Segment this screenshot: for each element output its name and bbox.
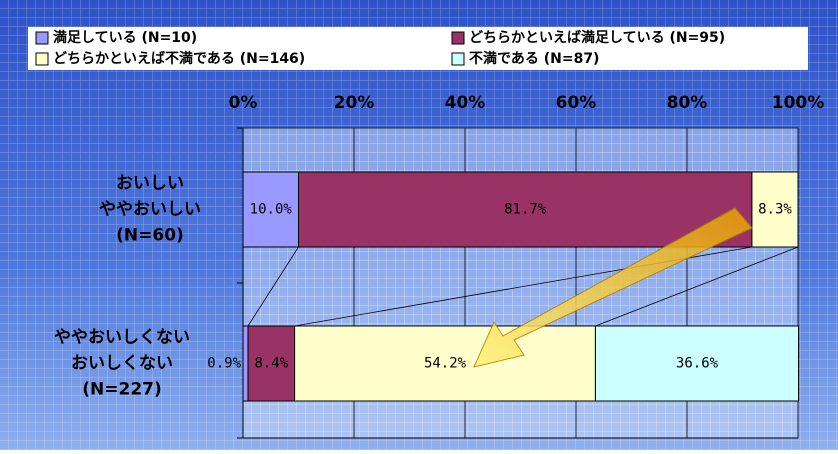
- legend-swatch: [451, 31, 465, 45]
- legend-swatch: [451, 52, 465, 66]
- series-line: [247, 246, 299, 327]
- category-label: (N=60): [116, 226, 184, 246]
- category-label: おいしい: [116, 174, 184, 194]
- x-tick-label: 60%: [556, 93, 597, 113]
- series-line: [595, 246, 799, 327]
- bar-segment: [294, 325, 596, 402]
- category-label: (N=227): [82, 380, 162, 400]
- bar-segment: [247, 325, 296, 402]
- value-label: 81.7%: [504, 202, 547, 218]
- value-label: 8.3%: [758, 202, 792, 218]
- x-tick-label: 0%: [229, 93, 258, 113]
- category-label: おいしくない: [71, 354, 173, 374]
- bar-segment: [242, 325, 249, 402]
- legend-box: [28, 27, 808, 70]
- legend-label: どちらかといえば満足している (N=95): [469, 29, 725, 46]
- bar-segment: [594, 325, 800, 402]
- category-label: ややおいしくない: [54, 328, 190, 348]
- x-tick-label: 20%: [334, 93, 375, 113]
- bar-segment: [751, 171, 799, 248]
- legend-label: どちらかといえば不満である (N=146): [53, 50, 305, 67]
- legend-label: 満足している (N=10): [53, 29, 197, 46]
- value-label: 36.6%: [676, 356, 719, 372]
- x-tick-label: 80%: [667, 93, 708, 113]
- legend-swatch: [35, 52, 49, 66]
- value-label: 10.0%: [250, 202, 293, 218]
- value-label: 54.2%: [424, 356, 467, 372]
- value-label: 8.4%: [254, 356, 288, 372]
- category-label: ややおいしい: [99, 200, 201, 220]
- x-tick-label: 100%: [772, 93, 825, 113]
- legend-swatch: [35, 31, 49, 45]
- x-tick-label: 40%: [445, 93, 486, 113]
- legend-label: 不満である (N=87): [469, 50, 599, 67]
- value-label: 0.9%: [207, 356, 241, 372]
- arrow: [473, 207, 753, 368]
